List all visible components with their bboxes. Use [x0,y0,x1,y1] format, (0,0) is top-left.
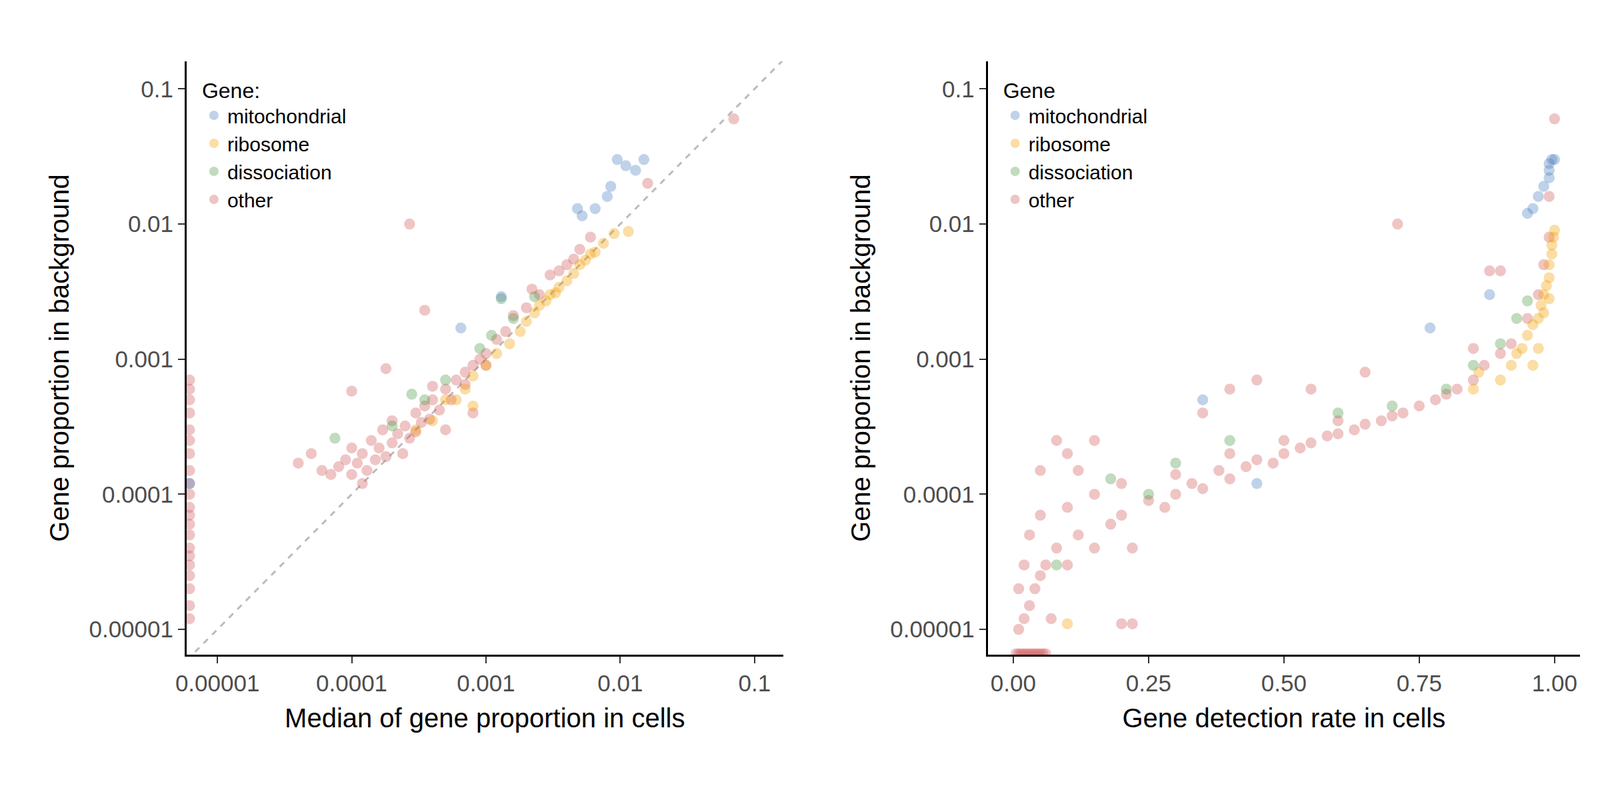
svg-text:0.0001: 0.0001 [102,481,174,508]
svg-text:0.01: 0.01 [597,670,643,696]
svg-text:0.001: 0.001 [456,670,516,696]
svg-text:mitochondrial: mitochondrial [227,105,346,128]
svg-text:Gene: Gene [1003,78,1056,103]
svg-text:0.1: 0.1 [738,670,771,696]
svg-text:0.00: 0.00 [990,670,1036,696]
svg-text:0.00001: 0.00001 [890,616,975,642]
svg-text:0.001: 0.001 [916,346,975,372]
svg-text:0.1: 0.1 [942,76,975,102]
svg-text:0.25: 0.25 [1126,670,1172,696]
svg-text:0.0001: 0.0001 [316,670,388,696]
svg-text:ribosome: ribosome [227,133,310,156]
svg-text:Median of gene proportion in c: Median of gene proportion in cells [284,703,685,733]
svg-text:Gene proportion in background: Gene proportion in background [44,174,74,542]
svg-text:other: other [227,189,273,212]
svg-text:0.00001: 0.00001 [175,670,260,696]
svg-text:other: other [1028,189,1074,212]
svg-text:Gene:: Gene: [202,78,260,103]
svg-text:0.0001: 0.0001 [903,481,975,508]
svg-text:Gene detection rate in cells: Gene detection rate in cells [1122,703,1446,733]
svg-text:0.01: 0.01 [128,210,174,237]
svg-text:0.75: 0.75 [1396,670,1442,696]
svg-text:dissociation: dissociation [1028,161,1134,184]
svg-text:0.01: 0.01 [929,210,975,237]
svg-text:1.00: 1.00 [1532,670,1578,696]
svg-text:dissociation: dissociation [227,161,332,184]
svg-text:Gene proportion in background: Gene proportion in background [846,174,876,542]
svg-text:0.1: 0.1 [140,76,174,102]
svg-text:mitochondrial: mitochondrial [1028,105,1148,128]
svg-text:0.00001: 0.00001 [88,616,174,642]
svg-text:ribosome: ribosome [1028,133,1111,156]
svg-text:0.50: 0.50 [1261,670,1307,696]
svg-text:0.001: 0.001 [114,346,174,372]
